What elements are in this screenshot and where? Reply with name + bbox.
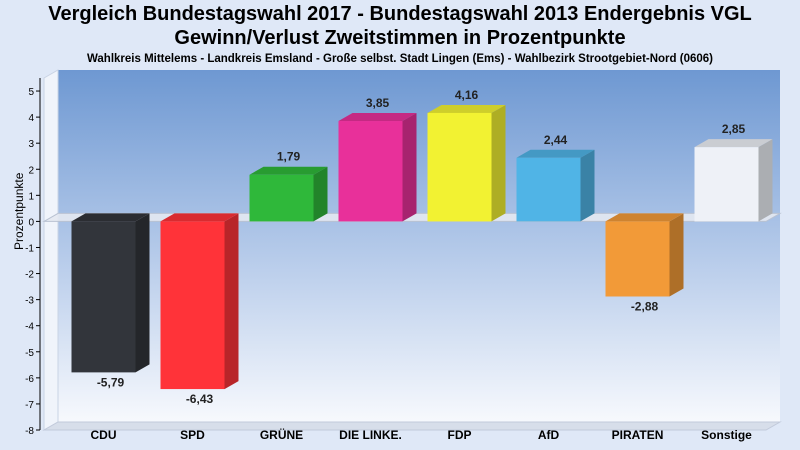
chart-title: Vergleich Bundestagswahl 2017 - Bundesta…: [48, 3, 752, 25]
x-category-label: PIRATEN: [612, 428, 664, 442]
x-category-label: Sonstige: [701, 428, 752, 442]
bar-value-label: 3,85: [366, 96, 390, 110]
bar-side: [758, 139, 773, 222]
bar-value-label: 2,44: [544, 133, 568, 147]
bar-top: [516, 149, 595, 158]
bar-front: [605, 221, 670, 297]
bar-cdu: [71, 213, 150, 373]
y-tick-label: -2: [25, 270, 34, 281]
chart-subtitle: Gewinn/Verlust Zweitstimmen in Prozentpu…: [174, 27, 626, 49]
bar-front: [160, 221, 225, 390]
y-tick-label: -3: [25, 296, 34, 307]
x-category-label: SPD: [180, 428, 205, 442]
bar-grüne: [249, 166, 328, 222]
bar-front: [338, 121, 403, 222]
y-tick-label: -6: [25, 374, 34, 385]
bar-front: [516, 157, 581, 222]
bar-side: [313, 166, 328, 222]
bar-side: [135, 213, 150, 373]
bar-top: [160, 213, 239, 222]
y-tick-label: -7: [25, 400, 34, 411]
bar-value-label: 2,85: [722, 122, 746, 136]
bar-top: [427, 104, 506, 113]
x-category-label: DIE LINKE.: [339, 428, 402, 442]
bar-side: [224, 213, 239, 390]
y-tick-label: 4: [28, 113, 34, 124]
bar-value-label: -6,43: [186, 392, 214, 406]
y-tick-label: 3: [28, 139, 34, 150]
bar-side: [491, 104, 506, 222]
bar-top: [338, 113, 417, 122]
bar-front: [249, 174, 314, 222]
bar-value-label: -2,88: [631, 300, 659, 314]
y-tick-label: 2: [28, 165, 34, 176]
chart-region-caption: Wahlkreis Mittelems - Landkreis Emsland …: [86, 53, 713, 65]
y-tick-label: 0: [28, 217, 34, 228]
bar-value-label: -5,79: [97, 375, 125, 389]
bar-afd: [516, 149, 595, 222]
bar-top: [605, 213, 684, 222]
x-category-label: AfD: [538, 428, 560, 442]
y-tick-label: 1: [28, 191, 34, 202]
plot-side-wall: [43, 69, 59, 431]
plot-floor: [42, 421, 782, 431]
bar-side: [669, 213, 684, 297]
bar-front: [694, 147, 759, 222]
bar-top: [694, 139, 773, 148]
y-tick-label: -1: [25, 243, 34, 254]
bar-front: [427, 112, 492, 222]
bar-spd: [160, 213, 239, 390]
bar-side: [580, 149, 595, 222]
x-category-label: GRÜNE: [260, 427, 303, 442]
y-tick-label: -4: [25, 322, 34, 333]
bar-front: [71, 221, 136, 373]
y-tick-label: -8: [25, 426, 34, 437]
y-tick-label: 5: [28, 87, 34, 98]
bar-top: [249, 166, 328, 175]
x-category-label: CDU: [91, 428, 117, 442]
bar-side: [402, 113, 417, 222]
bar-fdp: [427, 104, 506, 222]
x-category-label: FDP: [448, 428, 472, 442]
bar-value-label: 1,79: [277, 150, 301, 164]
bar-piraten: [605, 213, 684, 297]
y-tick-label: -5: [25, 348, 34, 359]
bar-value-label: 4,16: [455, 88, 479, 102]
bar-top: [71, 213, 150, 222]
bar-sonstige: [694, 139, 773, 222]
bar-die-linke-: [338, 113, 417, 222]
